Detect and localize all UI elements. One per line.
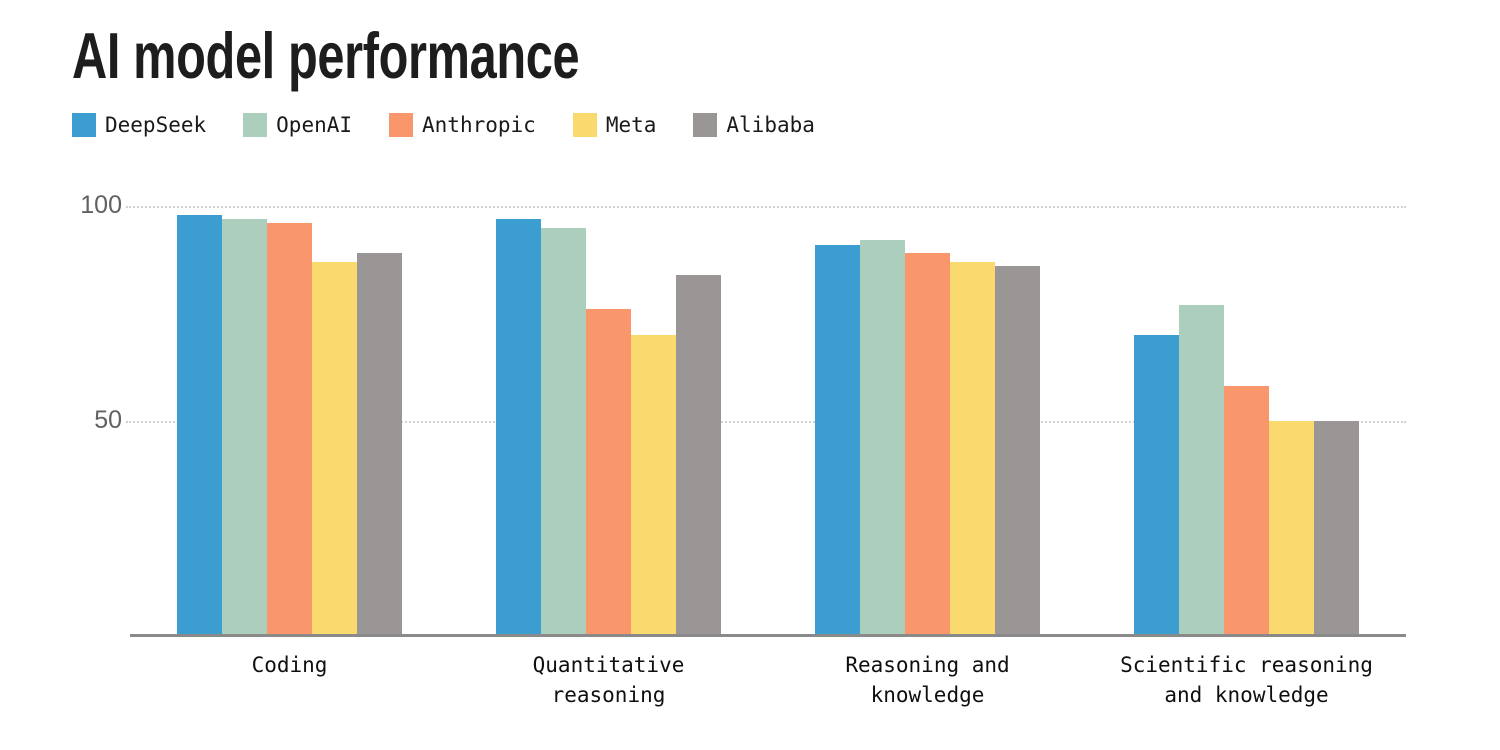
legend-label: Meta xyxy=(605,113,657,137)
x-axis-labels: Coding Quantitative reasoning Reasoning and… xyxy=(0,650,1500,730)
bar-meta-quantitative-reasoning xyxy=(631,334,676,635)
y-tick-label-100: 100 xyxy=(80,191,122,219)
legend-swatch-meta xyxy=(572,113,597,137)
legend-item-alibaba: Alibaba xyxy=(693,113,815,137)
bar-alibaba-scientific-reasoning-and-knowledge xyxy=(1314,420,1359,635)
bar-alibaba-coding xyxy=(357,253,402,635)
bar-meta-scientific-reasoning-and-knowledge xyxy=(1269,420,1314,635)
page-title: AI model performance xyxy=(72,19,580,92)
gridline-50 xyxy=(126,420,1406,423)
legend-item-anthropic: Anthropic xyxy=(389,113,536,137)
bar-openai-quantitative-reasoning xyxy=(541,227,586,635)
legend-swatch-openai xyxy=(243,113,268,137)
gridline-100 xyxy=(126,206,1406,208)
bar-deepseek-scientific-reasoning-and-knowledge xyxy=(1134,334,1179,635)
bar-deepseek-reasoning-and-knowledge xyxy=(815,244,860,635)
bar-anthropic-reasoning-and-knowledge xyxy=(905,253,950,635)
y-tick-label-50: 50 xyxy=(94,405,122,434)
legend-item-openai: OpenAI xyxy=(243,113,352,137)
bar-alibaba-quantitative-reasoning xyxy=(676,274,721,635)
legend-swatch-deepseek xyxy=(72,113,96,137)
legend-swatch-alibaba xyxy=(693,113,718,137)
bar-anthropic-quantitative-reasoning xyxy=(586,309,631,635)
legend-label: Alibaba xyxy=(726,113,815,137)
category-label-coding: Coding xyxy=(251,653,328,677)
bar-group-quantitative-reasoning xyxy=(496,218,721,635)
x-axis-line xyxy=(130,634,1406,637)
legend-swatch-anthropic xyxy=(389,113,414,137)
bar-meta-reasoning-and-knowledge xyxy=(950,261,995,635)
bar-openai-coding xyxy=(222,218,267,635)
bar-group-coding xyxy=(177,214,402,635)
bar-deepseek-quantitative-reasoning xyxy=(496,218,541,635)
bar-anthropic-scientific-reasoning-and-knowledge xyxy=(1224,386,1269,635)
legend: DeepSeek OpenAI Anthropic Meta Alibaba xyxy=(72,113,815,137)
legend-label: Anthropic xyxy=(422,113,536,137)
category-label-reasoning-and-knowledge: Reasoning and knowledge xyxy=(845,653,1010,707)
bar-deepseek-coding xyxy=(177,214,222,635)
bar-alibaba-reasoning-and-knowledge xyxy=(995,266,1040,635)
legend-label: OpenAI xyxy=(276,113,353,137)
bar-openai-reasoning-and-knowledge xyxy=(860,240,905,635)
bar-openai-scientific-reasoning-and-knowledge xyxy=(1179,304,1224,635)
legend-item-deepseek: DeepSeek xyxy=(72,113,206,137)
plot-area xyxy=(126,206,1406,635)
legend-label: DeepSeek xyxy=(105,113,207,137)
bar-anthropic-coding xyxy=(267,223,312,635)
bar-meta-coding xyxy=(312,261,357,635)
bar-group-reasoning-and-knowledge xyxy=(815,240,1040,635)
category-label-scientific-reasoning-and-knowledge: Scientific reasoning and knowledge xyxy=(1120,653,1373,707)
bar-group-scientific-reasoning-and-knowledge xyxy=(1134,304,1359,635)
category-label-quantitative-reasoning: Quantitative reasoning xyxy=(532,653,685,707)
legend-item-meta: Meta xyxy=(572,113,657,137)
